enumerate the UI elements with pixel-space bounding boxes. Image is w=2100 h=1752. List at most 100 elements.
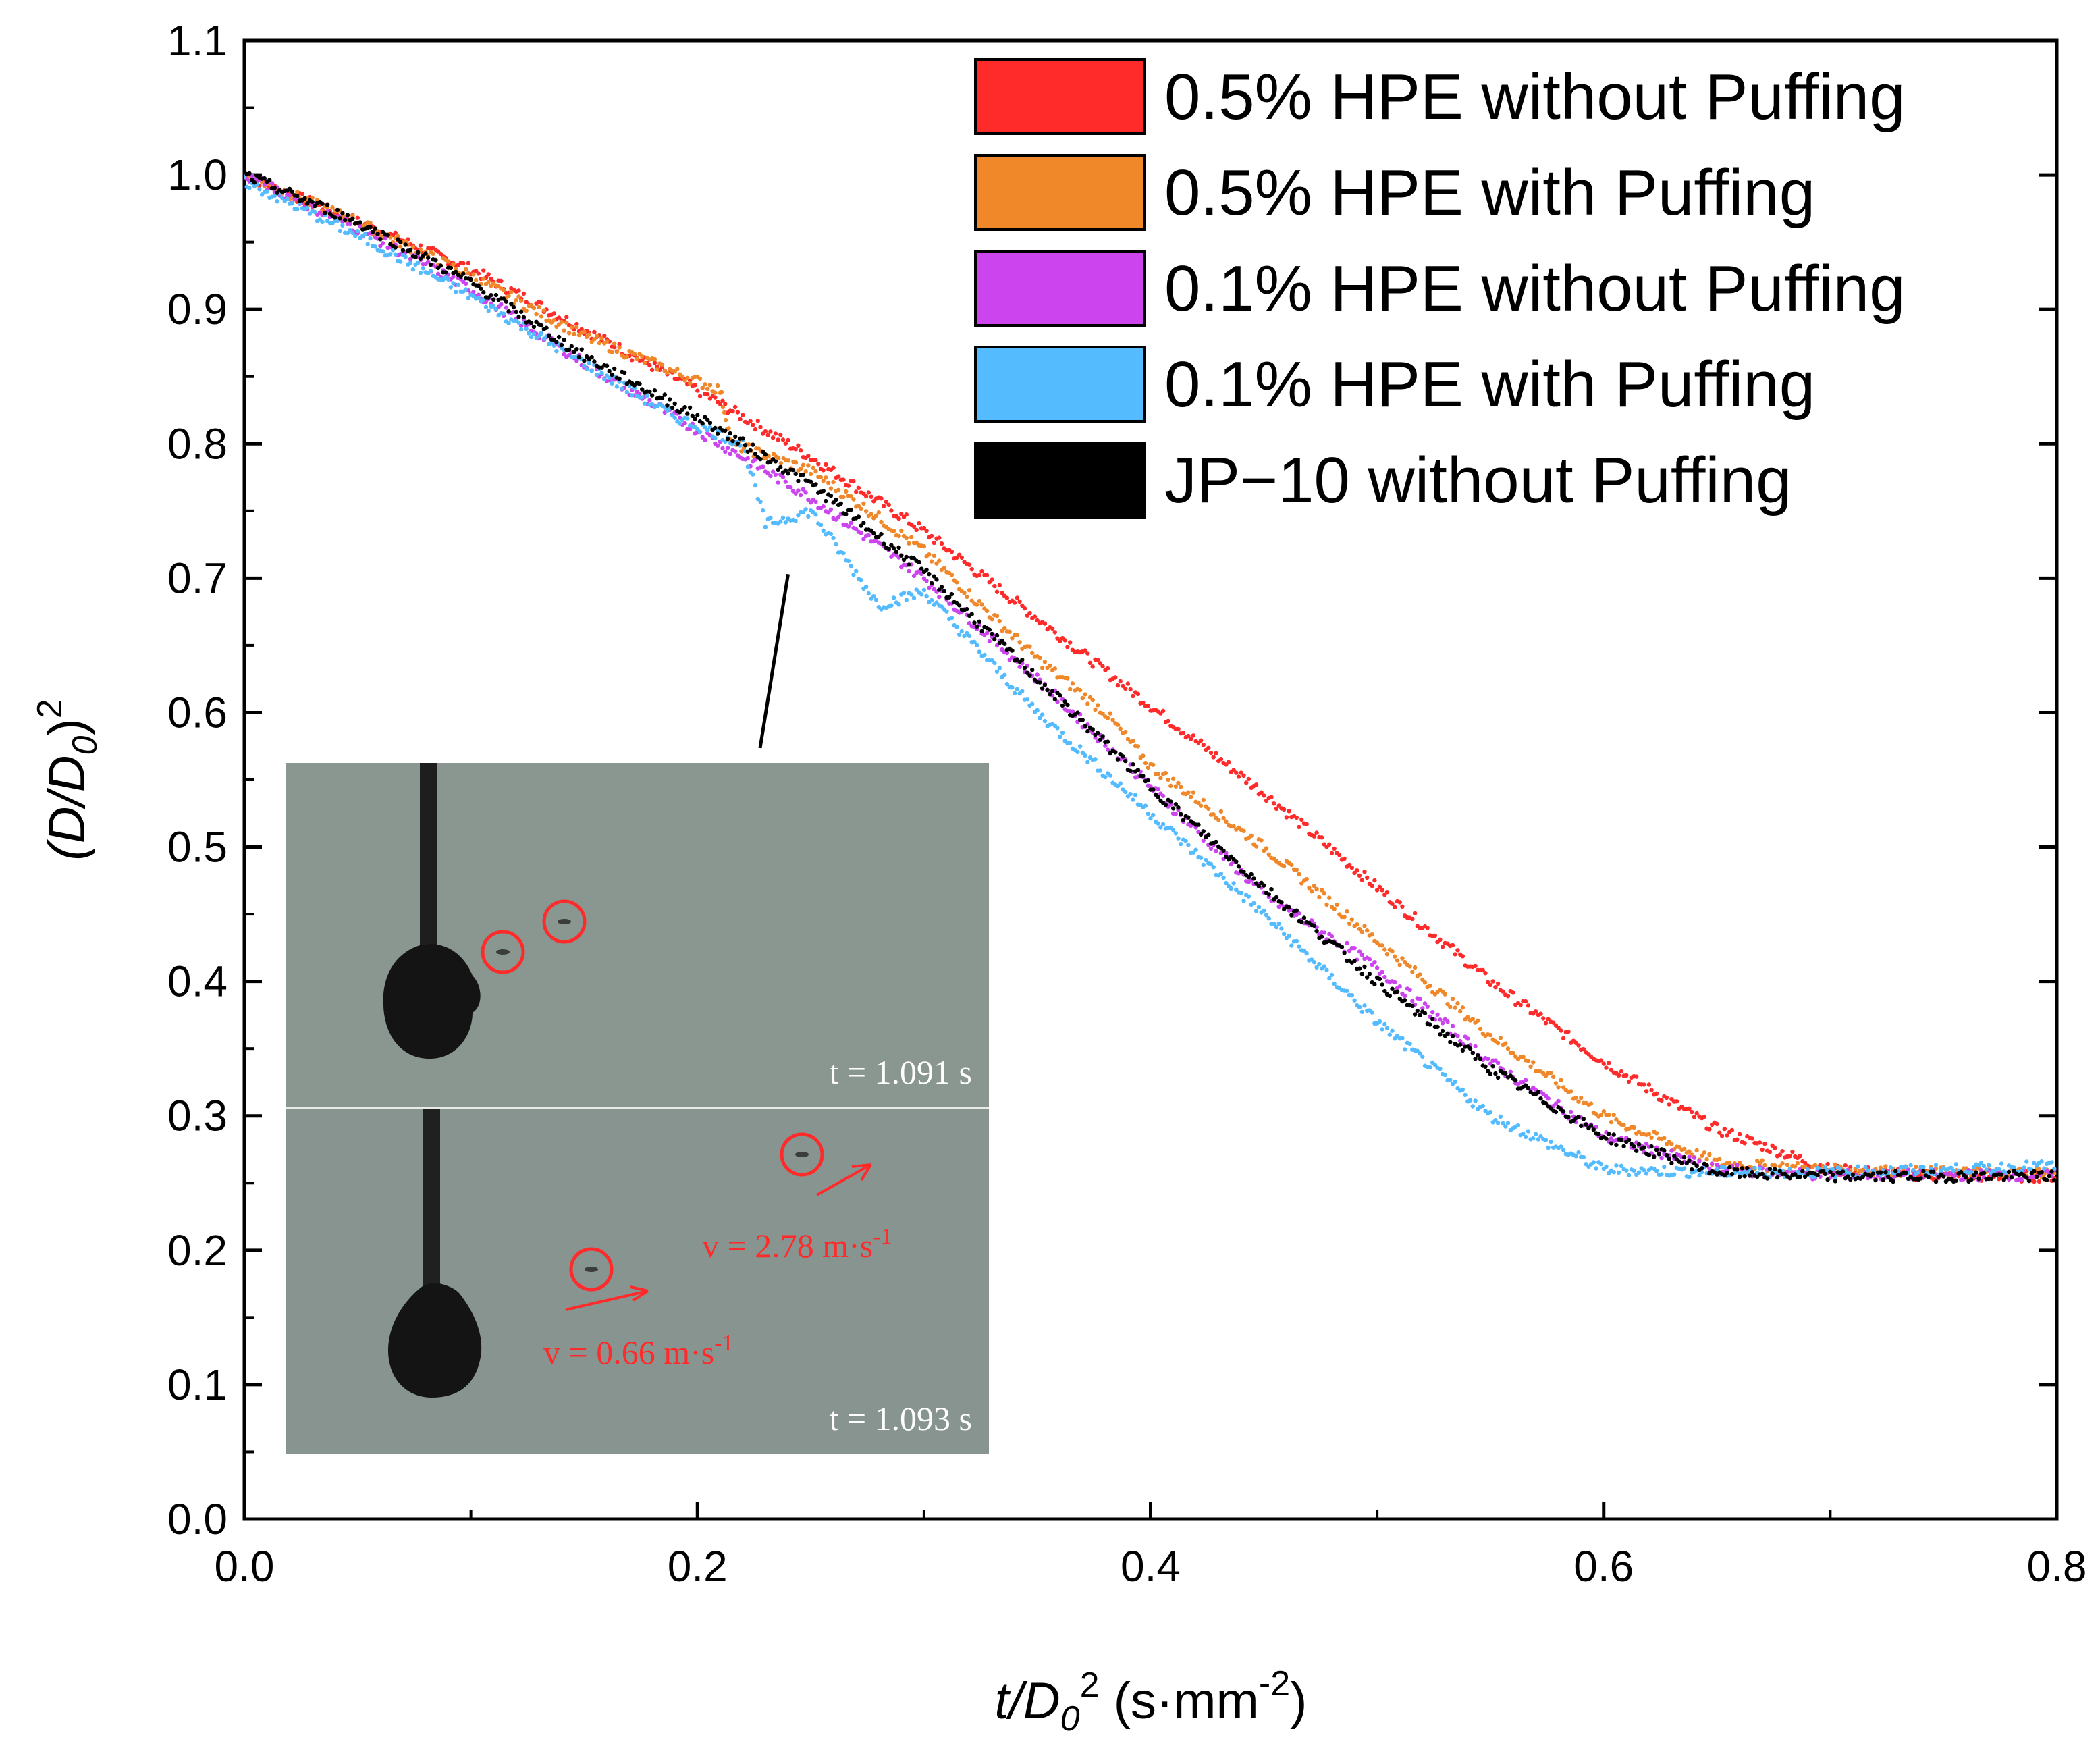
data-point <box>1607 1113 1611 1117</box>
data-point <box>1473 1098 1478 1103</box>
data-point <box>1198 832 1204 837</box>
data-point <box>799 466 803 471</box>
data-point <box>421 266 425 271</box>
data-point <box>682 421 687 426</box>
data-point <box>1042 683 1048 687</box>
data-point <box>1549 1071 1553 1076</box>
data-point <box>1493 985 1498 990</box>
data-point <box>994 614 1000 618</box>
data-point <box>783 468 788 473</box>
data-point <box>1681 1166 1687 1171</box>
data-point <box>1644 1171 1649 1176</box>
data-point <box>1812 1163 1818 1167</box>
data-point <box>1505 1046 1511 1051</box>
data-point <box>551 311 556 316</box>
data-point <box>1244 780 1249 785</box>
data-point <box>1777 1164 1782 1169</box>
data-point <box>982 652 987 658</box>
data-point <box>362 232 368 237</box>
data-point <box>924 579 929 583</box>
data-point <box>1050 689 1055 693</box>
data-point <box>1266 892 1272 897</box>
data-point <box>1118 679 1123 684</box>
data-point <box>1264 846 1269 851</box>
data-point <box>585 367 589 372</box>
data-point <box>1269 887 1274 892</box>
data-point <box>1607 1171 1611 1176</box>
data-point <box>1251 876 1256 881</box>
frame-bottom-time: t = 1.093 s <box>829 1400 972 1437</box>
data-point <box>1025 697 1030 702</box>
data-point <box>1700 1166 1704 1171</box>
data-point <box>1329 934 1335 939</box>
data-point <box>1941 1174 1946 1179</box>
data-point <box>1324 967 1329 973</box>
data-point <box>461 271 466 276</box>
data-point <box>408 247 413 253</box>
data-point <box>1976 1176 1981 1182</box>
data-point <box>1737 1174 1742 1179</box>
data-point <box>828 486 834 491</box>
data-point <box>801 462 806 467</box>
data-point <box>1722 1165 1727 1170</box>
data-point <box>531 331 537 336</box>
data-point <box>1460 954 1465 959</box>
data-point <box>1002 672 1007 677</box>
velocity-arrow-2 <box>565 1290 649 1311</box>
data-point <box>1085 760 1090 765</box>
data-point <box>408 257 413 261</box>
data-point <box>1146 812 1151 816</box>
data-point <box>1262 793 1266 798</box>
data-point <box>1770 1171 1775 1176</box>
data-point <box>410 267 416 272</box>
data-point <box>778 519 783 524</box>
data-point <box>531 305 537 311</box>
data-point <box>1374 965 1380 970</box>
data-point <box>1984 1167 1989 1172</box>
data-point <box>1621 1144 1626 1148</box>
data-point <box>566 331 572 336</box>
data-point <box>1654 1131 1659 1136</box>
data-point <box>765 433 770 437</box>
data-point <box>1098 737 1103 742</box>
data-point <box>1576 1099 1581 1104</box>
data-point <box>773 459 778 464</box>
data-point <box>1096 731 1100 735</box>
data-point <box>265 189 269 194</box>
data-point <box>632 352 637 356</box>
data-point <box>1692 1155 1697 1160</box>
data-point <box>1999 1161 2004 1166</box>
data-point <box>1465 1015 1470 1019</box>
data-point <box>1428 1065 1432 1070</box>
data-point <box>1156 787 1160 792</box>
data-point <box>2052 1178 2057 1183</box>
data-point <box>1787 1166 1792 1171</box>
data-point <box>1453 1079 1457 1084</box>
data-point <box>1156 821 1160 826</box>
data-point <box>1083 753 1087 758</box>
data-point <box>1211 812 1216 817</box>
data-point <box>1460 1005 1465 1010</box>
data-point <box>640 354 645 359</box>
data-point <box>1588 1123 1594 1128</box>
series-4 <box>244 169 2057 1184</box>
data-point <box>1062 638 1067 643</box>
data-point <box>1384 952 1390 957</box>
data-point <box>1015 687 1020 691</box>
y-tick-label: 1.1 <box>167 16 227 65</box>
data-point <box>1362 870 1367 874</box>
data-point <box>1757 1140 1762 1145</box>
data-point <box>486 309 491 313</box>
data-point <box>1042 660 1048 664</box>
data-point <box>1422 1001 1428 1006</box>
data-point <box>990 577 994 582</box>
data-point <box>821 528 826 533</box>
data-point <box>642 401 647 406</box>
data-point <box>1632 1168 1636 1173</box>
data-point <box>770 435 776 440</box>
data-point <box>705 386 710 391</box>
data-point <box>969 567 974 572</box>
data-point <box>378 237 383 242</box>
data-point <box>531 324 537 329</box>
